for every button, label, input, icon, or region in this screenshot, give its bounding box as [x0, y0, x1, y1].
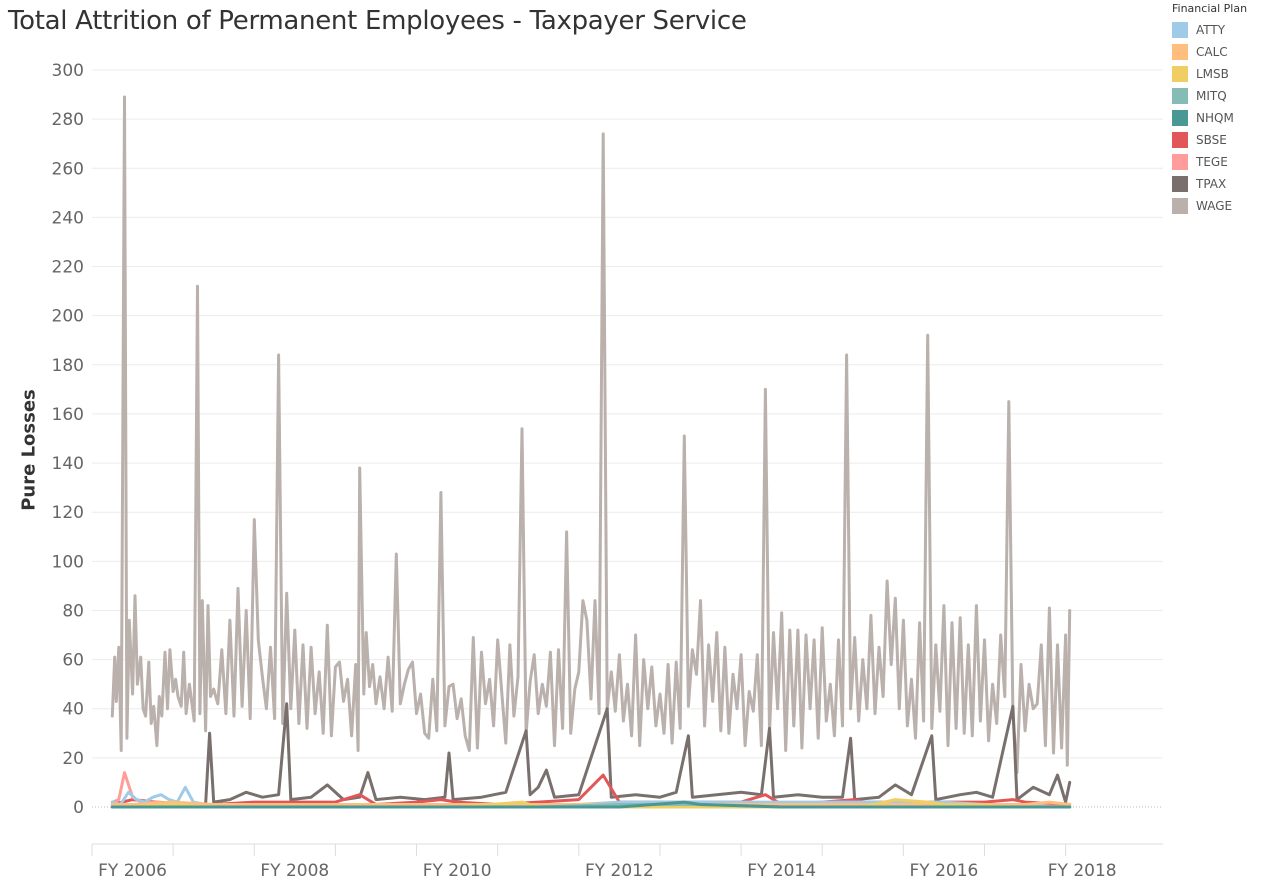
- series-line-sbse: [110, 773, 1072, 806]
- y-tick-label: 300: [52, 61, 84, 81]
- y-tick-label: 180: [52, 356, 84, 376]
- legend-item-calc: CALC: [1172, 41, 1266, 63]
- legend-title: Financial Plan: [1172, 2, 1248, 15]
- legend-label: LMSB: [1196, 67, 1229, 81]
- y-tick-label: 80: [62, 601, 84, 621]
- y-tick-label: 40: [62, 700, 84, 720]
- x-tick-label: FY 2012: [585, 861, 654, 881]
- legend-swatch: [1172, 132, 1188, 148]
- legend-swatch: [1172, 66, 1188, 82]
- legend-item-tege: TEGE: [1172, 151, 1266, 173]
- series-line-wage: [110, 95, 1072, 775]
- legend-swatch: [1172, 176, 1188, 192]
- legend-label: CALC: [1196, 45, 1228, 59]
- legend-label: WAGE: [1196, 199, 1233, 213]
- series-line-nhqm: [110, 800, 1072, 809]
- legend-label: TEGE: [1196, 155, 1228, 169]
- legend-item-mitq: MITQ: [1172, 85, 1266, 107]
- legend-item-lmsb: LMSB: [1172, 63, 1266, 85]
- legend-label: ATTY: [1196, 23, 1226, 37]
- y-tick-label: 20: [62, 749, 84, 769]
- x-tick-label: FY 2008: [260, 861, 329, 881]
- y-tick-label: 100: [52, 552, 84, 572]
- x-tick-label: FY 2016: [910, 861, 979, 881]
- y-tick-label: 120: [52, 503, 84, 523]
- y-tick-label: 140: [52, 454, 84, 474]
- y-tick-label: 280: [52, 110, 84, 130]
- legend-label: TPAX: [1196, 177, 1227, 191]
- legend-label: MITQ: [1196, 89, 1227, 103]
- legend-swatch: [1172, 110, 1188, 126]
- y-tick-label: 260: [52, 159, 84, 179]
- y-tick-label: 0: [73, 798, 84, 818]
- legend-swatch: [1172, 198, 1188, 214]
- legend-item-tpax: TPAX: [1172, 173, 1266, 195]
- y-tick-label: 220: [52, 258, 84, 278]
- legend-item-wage: WAGE: [1172, 195, 1266, 217]
- legend-item-nhqm: NHQM: [1172, 107, 1266, 129]
- x-tick-label: FY 2010: [423, 861, 492, 881]
- legend-items: ATTY CALC LMSB MITQ NHQM SBSE TEGE TPAX WAGE: [1172, 19, 1266, 217]
- legend-label: SBSE: [1196, 133, 1227, 147]
- legend-swatch: [1172, 88, 1188, 104]
- y-tick-label: 240: [52, 208, 84, 228]
- legend-swatch: [1172, 44, 1188, 60]
- legend-swatch: [1172, 22, 1188, 38]
- x-tick-label: FY 2014: [747, 861, 816, 881]
- x-tick-label: FY 2018: [1048, 861, 1117, 881]
- series-line-tpax: [110, 702, 1072, 806]
- x-tick-label: FY 2006: [98, 861, 167, 881]
- y-tick-label: 160: [52, 405, 84, 425]
- chart-title: Total Attrition of Permanent Employees -…: [8, 6, 747, 36]
- y-tick-label: 60: [62, 651, 84, 671]
- legend-swatch: [1172, 154, 1188, 170]
- legend: Financial Plan ATTY CALC LMSB MITQ NHQM SBSE T…: [1172, 2, 1266, 217]
- y-tick-label: 200: [52, 307, 84, 327]
- legend-item-atty: ATTY: [1172, 19, 1266, 41]
- legend-label: NHQM: [1196, 111, 1234, 125]
- legend-item-sbse: SBSE: [1172, 129, 1266, 151]
